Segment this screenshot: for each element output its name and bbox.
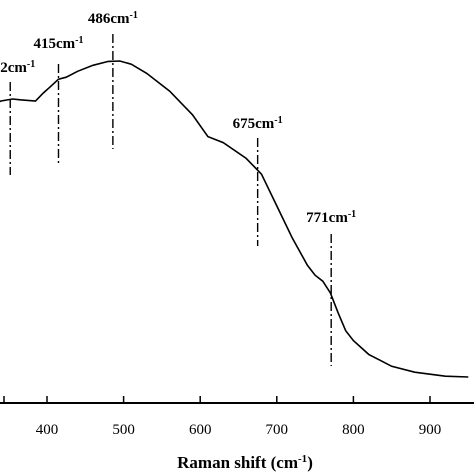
- x-tick-label: 600: [189, 422, 212, 438]
- peak-label: 771cm-1: [306, 209, 356, 227]
- peak-label: 486cm-1: [88, 10, 138, 28]
- x-axis-title-close: ): [307, 453, 313, 472]
- series-line: [0, 60, 469, 378]
- peak-label: 352cm-1: [0, 59, 35, 77]
- x-tick-label: 700: [266, 422, 289, 438]
- peak-label: 415cm-1: [33, 35, 83, 53]
- x-axis-title: Raman shift (cm-1): [177, 453, 313, 472]
- peak-label: 675cm-1: [233, 115, 283, 133]
- peak-markers: 352cm-1 415cm-1 486cm-1 675cm-1 771cm-1: [0, 10, 356, 366]
- x-axis-title-sup: -1: [298, 453, 307, 465]
- x-ticks: 400 500 600 700 800 900: [3, 396, 442, 438]
- x-tick-label: 800: [342, 422, 365, 438]
- x-tick-label: 900: [419, 422, 442, 438]
- x-axis-title-main: Raman shift (cm: [177, 453, 298, 472]
- x-tick-label: 500: [112, 422, 135, 438]
- x-tick-label: 400: [36, 422, 59, 438]
